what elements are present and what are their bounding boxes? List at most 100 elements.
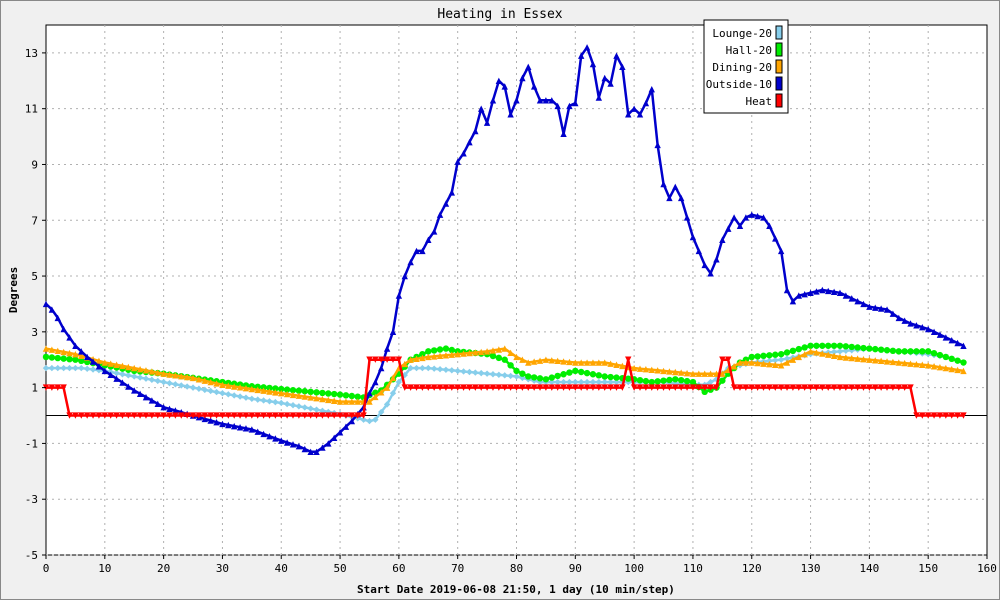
data-point-outside-10 bbox=[295, 443, 303, 450]
data-point-lounge-20 bbox=[154, 377, 161, 385]
data-point-heat bbox=[677, 384, 685, 391]
data-point-lounge-20 bbox=[389, 390, 397, 397]
data-point-outside-10 bbox=[236, 424, 244, 431]
data-point-lounge-20 bbox=[372, 416, 379, 423]
data-point-dining-20 bbox=[154, 369, 161, 376]
x-tick-label: 160 bbox=[977, 562, 997, 575]
data-point-dining-20 bbox=[466, 349, 473, 357]
data-point-lounge-20 bbox=[707, 378, 714, 386]
data-point-hall-20 bbox=[954, 357, 961, 364]
data-point-heat bbox=[160, 412, 167, 419]
data-point-lounge-20 bbox=[260, 397, 267, 404]
data-point-outside-10 bbox=[919, 323, 926, 331]
data-point-dining-20 bbox=[107, 360, 114, 367]
data-point-dining-20 bbox=[730, 363, 738, 370]
data-point-heat bbox=[577, 384, 585, 391]
data-point-dining-20 bbox=[313, 395, 320, 402]
data-point-dining-20 bbox=[413, 355, 420, 363]
data-point-outside-10 bbox=[913, 322, 920, 329]
data-point-lounge-20 bbox=[483, 370, 491, 377]
data-point-heat bbox=[936, 412, 944, 419]
data-point-heat bbox=[954, 412, 961, 419]
data-point-dining-20 bbox=[289, 391, 297, 399]
data-point-outside-10 bbox=[560, 130, 567, 137]
data-point-heat bbox=[589, 384, 597, 391]
y-tick-label: 1 bbox=[31, 382, 38, 395]
data-point-dining-20 bbox=[736, 359, 744, 366]
data-point-outside-10 bbox=[642, 99, 650, 107]
data-point-outside-10 bbox=[501, 83, 508, 90]
data-point-heat bbox=[830, 384, 838, 391]
data-point-outside-10 bbox=[748, 211, 755, 218]
data-point-lounge-20 bbox=[830, 348, 838, 356]
data-point-outside-10 bbox=[401, 272, 408, 280]
data-point-outside-10 bbox=[478, 105, 485, 112]
data-point-hall-20 bbox=[507, 362, 514, 369]
data-point-outside-10 bbox=[66, 334, 73, 341]
data-point-dining-20 bbox=[883, 358, 891, 365]
data-point-heat bbox=[207, 412, 214, 419]
data-point-heat bbox=[278, 412, 285, 419]
legend-swatch-outside-10 bbox=[775, 76, 783, 91]
data-point-heat bbox=[783, 384, 791, 391]
data-point-dining-20 bbox=[548, 357, 555, 364]
data-point-heat bbox=[766, 384, 773, 391]
data-point-outside-10 bbox=[307, 448, 314, 455]
data-point-outside-10 bbox=[589, 60, 597, 68]
data-point-outside-10 bbox=[789, 297, 797, 305]
data-point-dining-20 bbox=[430, 353, 438, 360]
data-point-lounge-20 bbox=[172, 381, 179, 388]
data-point-hall-20 bbox=[536, 375, 544, 382]
data-point-lounge-20 bbox=[572, 378, 579, 386]
data-point-hall-20 bbox=[78, 357, 85, 365]
data-point-heat bbox=[225, 412, 232, 419]
data-point-outside-10 bbox=[795, 292, 802, 299]
data-point-heat bbox=[913, 412, 920, 419]
data-point-heat bbox=[748, 384, 755, 391]
data-point-dining-20 bbox=[648, 366, 655, 373]
data-point-lounge-20 bbox=[131, 373, 138, 380]
data-point-hall-20 bbox=[495, 354, 503, 362]
data-point-heat bbox=[860, 384, 867, 391]
data-point-lounge-20 bbox=[360, 416, 367, 423]
data-point-dining-20 bbox=[877, 357, 885, 365]
data-point-heat bbox=[548, 384, 555, 391]
data-point-dining-20 bbox=[319, 395, 326, 403]
data-point-lounge-20 bbox=[278, 399, 285, 407]
data-point-lounge-20 bbox=[283, 400, 291, 408]
data-point-outside-10 bbox=[742, 214, 750, 221]
data-point-hall-20 bbox=[354, 393, 361, 400]
data-point-dining-20 bbox=[278, 390, 285, 397]
data-point-outside-10 bbox=[648, 85, 655, 93]
data-point-outside-10 bbox=[95, 363, 103, 370]
x-tick-label: 100 bbox=[624, 562, 644, 575]
data-point-heat bbox=[930, 412, 938, 419]
data-point-heat bbox=[213, 412, 220, 419]
data-point-heat bbox=[866, 384, 873, 391]
data-point-lounge-20 bbox=[783, 355, 791, 362]
data-point-heat bbox=[772, 384, 779, 391]
data-point-dining-20 bbox=[519, 356, 526, 363]
data-point-heat bbox=[889, 384, 897, 391]
data-point-lounge-20 bbox=[242, 394, 250, 401]
data-point-hall-20 bbox=[442, 345, 450, 352]
data-point-lounge-20 bbox=[178, 382, 185, 389]
data-point-hall-20 bbox=[583, 369, 591, 377]
data-point-outside-10 bbox=[872, 304, 879, 311]
data-point-outside-10 bbox=[960, 342, 967, 349]
data-point-outside-10 bbox=[536, 97, 544, 104]
data-point-outside-10 bbox=[607, 80, 614, 87]
data-point-heat bbox=[713, 384, 720, 391]
data-point-dining-20 bbox=[936, 363, 944, 371]
data-point-outside-10 bbox=[83, 353, 91, 361]
data-point-heat bbox=[460, 384, 467, 391]
data-point-dining-20 bbox=[695, 370, 703, 377]
data-point-outside-10 bbox=[807, 289, 814, 296]
data-point-heat bbox=[242, 412, 250, 419]
data-point-dining-20 bbox=[795, 353, 802, 361]
data-point-outside-10 bbox=[601, 74, 608, 82]
data-point-dining-20 bbox=[707, 370, 714, 377]
data-point-lounge-20 bbox=[507, 372, 514, 380]
data-point-heat bbox=[354, 412, 361, 419]
data-point-dining-20 bbox=[542, 356, 550, 363]
